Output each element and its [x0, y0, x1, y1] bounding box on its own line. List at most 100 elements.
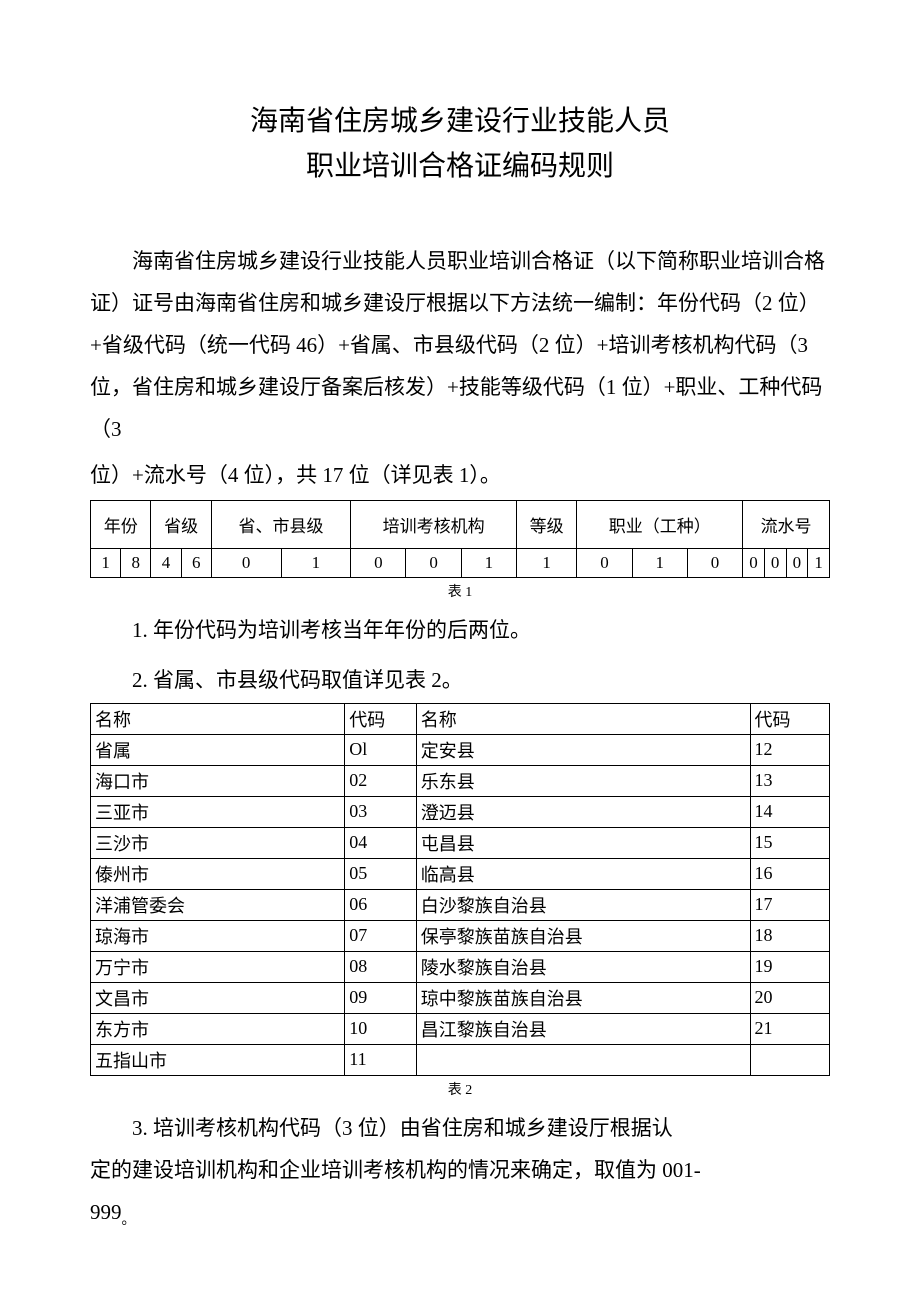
- table2-row: 海口市02乐东县13: [91, 765, 830, 796]
- table1-data-cell: 1: [808, 548, 830, 577]
- table1-data-cell: 1: [91, 548, 121, 577]
- table2-header-code2: 代码: [750, 703, 829, 734]
- point-3-line2: 定的建设培训机构和企业培训考核机构的情况来确定，取值为 001-: [90, 1149, 830, 1191]
- table2-cell: 琼中黎族苗族自治县: [416, 982, 750, 1013]
- table1-data-cell: 0: [577, 548, 632, 577]
- table2-cell: 乐东县: [416, 765, 750, 796]
- table2-cell: 万宁市: [91, 951, 345, 982]
- point-2: 2. 省属、市县级代码取值详见表 2。: [90, 659, 830, 701]
- table2-row: 三沙市04屯昌县15: [91, 827, 830, 858]
- table1-data-cell: 0: [351, 548, 406, 577]
- table2-cell: 定安县: [416, 734, 750, 765]
- point-3-line3: 999。: [90, 1191, 830, 1235]
- table1-data-cell: 0: [406, 548, 461, 577]
- table1-header-cell: 年份: [91, 500, 151, 548]
- table2-cell: 09: [345, 982, 417, 1013]
- table2-header-row: 名称 代码 名称 代码: [91, 703, 830, 734]
- table1-header-cell: 培训考核机构: [351, 500, 517, 548]
- table2-cell: 临高县: [416, 858, 750, 889]
- table2-row: 三亚市03澄迈县14: [91, 796, 830, 827]
- table2-cell: 保亭黎族苗族自治县: [416, 920, 750, 951]
- point-3-line3b: 。: [122, 1213, 136, 1228]
- table2-cell: 03: [345, 796, 417, 827]
- table2-cell: 三亚市: [91, 796, 345, 827]
- table1-data-cell: 4: [151, 548, 181, 577]
- table1-data-cell: 1: [632, 548, 687, 577]
- table1-header-cell: 流水号: [743, 500, 830, 548]
- table2-cell: 04: [345, 827, 417, 858]
- table2-cell: [750, 1044, 829, 1075]
- table1-header-row: 年份省级省、市县级培训考核机构等级职业（工种）流水号: [91, 500, 830, 548]
- table1-data-cell: 0: [743, 548, 765, 577]
- table2-cell: 琼海市: [91, 920, 345, 951]
- table2-cell: 三沙市: [91, 827, 345, 858]
- table2-cell: 06: [345, 889, 417, 920]
- table1-data-cell: 0: [786, 548, 808, 577]
- table2-header-name2: 名称: [416, 703, 750, 734]
- table2-cell: 省属: [91, 734, 345, 765]
- table1-data-cell: 1: [461, 548, 516, 577]
- table2-cell: 11: [345, 1044, 417, 1075]
- table-2-region-codes: 名称 代码 名称 代码 省属Ol定安县12海口市02乐东县13三亚市03澄迈县1…: [90, 703, 830, 1076]
- title-line1: 海南省住房城乡建设行业技能人员: [90, 100, 830, 145]
- table1-data-cell: 0: [687, 548, 742, 577]
- table2-cell: Ol: [345, 734, 417, 765]
- table2-row: 东方市10昌江黎族自治县21: [91, 1013, 830, 1044]
- table1-header-cell: 省、市县级: [211, 500, 350, 548]
- table2-cell: 傣州市: [91, 858, 345, 889]
- table1-data-cell: 0: [211, 548, 281, 577]
- table2-header-code1: 代码: [345, 703, 417, 734]
- table2-caption: 表 2: [90, 1079, 830, 1099]
- table2-cell: 洋浦管委会: [91, 889, 345, 920]
- table1-data-cell: 6: [181, 548, 211, 577]
- table2-cell: 02: [345, 765, 417, 796]
- table2-header-name1: 名称: [91, 703, 345, 734]
- table-1-code-structure: 年份省级省、市县级培训考核机构等级职业（工种）流水号 1846010011010…: [90, 500, 830, 578]
- table2-cell: 20: [750, 982, 829, 1013]
- table2-cell: 05: [345, 858, 417, 889]
- table2-cell: 文昌市: [91, 982, 345, 1013]
- table1-header-cell: 等级: [516, 500, 576, 548]
- table2-cell: 21: [750, 1013, 829, 1044]
- table1-header-cell: 职业（工种）: [577, 500, 743, 548]
- table2-row: 省属Ol定安县12: [91, 734, 830, 765]
- table2-cell: 东方市: [91, 1013, 345, 1044]
- table2-cell: 10: [345, 1013, 417, 1044]
- intro-paragraph-1: 海南省住房城乡建设行业技能人员职业培训合格证（以下简称职业培训合格证）证号由海南…: [90, 240, 830, 450]
- table2-cell: 昌江黎族自治县: [416, 1013, 750, 1044]
- table1-data-cell: 8: [121, 548, 151, 577]
- table1-data-cell: 0: [764, 548, 786, 577]
- table2-cell: 13: [750, 765, 829, 796]
- table2-cell: [416, 1044, 750, 1075]
- table2-row: 万宁市08陵水黎族自治县19: [91, 951, 830, 982]
- table2-cell: 15: [750, 827, 829, 858]
- table2-cell: 08: [345, 951, 417, 982]
- table2-cell: 16: [750, 858, 829, 889]
- page-title: 海南省住房城乡建设行业技能人员 职业培训合格证编码规则: [90, 100, 830, 190]
- table2-cell: 18: [750, 920, 829, 951]
- table2-cell: 17: [750, 889, 829, 920]
- table2-cell: 屯昌县: [416, 827, 750, 858]
- intro-paragraph-2: 位）+流水号（4 位），共 17 位（详见表 1）。: [90, 454, 830, 496]
- table2-row: 琼海市07保亭黎族苗族自治县18: [91, 920, 830, 951]
- table2-cell: 五指山市: [91, 1044, 345, 1075]
- table2-cell: 海口市: [91, 765, 345, 796]
- table2-row: 洋浦管委会06白沙黎族自治县17: [91, 889, 830, 920]
- table2-row: 傣州市05临高县16: [91, 858, 830, 889]
- table1-data-row: 18460100110100001: [91, 548, 830, 577]
- table2-cell: 白沙黎族自治县: [416, 889, 750, 920]
- table1-data-cell: 1: [516, 548, 576, 577]
- point-3-line1: 3. 培训考核机构代码（3 位）由省住房和城乡建设厅根据认: [90, 1107, 830, 1149]
- title-line2: 职业培训合格证编码规则: [90, 145, 830, 190]
- table2-cell: 19: [750, 951, 829, 982]
- table2-cell: 澄迈县: [416, 796, 750, 827]
- table2-cell: 12: [750, 734, 829, 765]
- table2-cell: 14: [750, 796, 829, 827]
- point-3-line3a: 999: [90, 1200, 122, 1224]
- table2-row: 文昌市09琼中黎族苗族自治县20: [91, 982, 830, 1013]
- table1-header-cell: 省级: [151, 500, 211, 548]
- table2-row: 五指山市11: [91, 1044, 830, 1075]
- point-1: 1. 年份代码为培训考核当年年份的后两位。: [90, 609, 830, 651]
- table2-cell: 07: [345, 920, 417, 951]
- table2-cell: 陵水黎族自治县: [416, 951, 750, 982]
